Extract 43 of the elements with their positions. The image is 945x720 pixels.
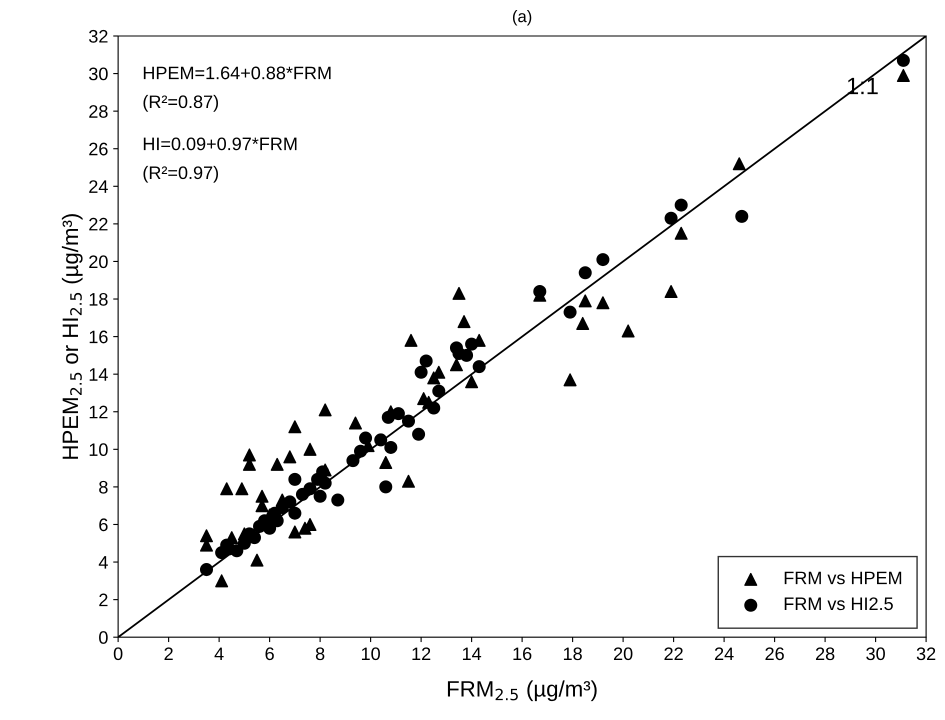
- y-axis-title: HPEM$_{2.5}$ or HI$_{2.5}$ (µg/m³): [62, 214, 83, 459]
- x-tick-label: 16: [513, 647, 532, 660]
- y-tick-label: 0: [99, 631, 108, 644]
- y-tick-label: 8: [99, 480, 108, 494]
- chart-title: (a): [512, 10, 532, 26]
- y-tick-label: 18: [90, 292, 108, 306]
- y-tick-label: 10: [90, 443, 108, 456]
- x-tick-label: 28: [816, 647, 834, 660]
- x-tick-label: 8: [316, 647, 324, 660]
- y-tick-label: 32: [89, 30, 108, 43]
- y-tick-label: 2: [99, 594, 108, 606]
- y-tick-label: 12: [90, 406, 108, 418]
- y-tick-label: 4: [98, 556, 108, 569]
- x-tick-label: 2: [164, 647, 173, 660]
- annotation: (R²=0.87): [143, 94, 218, 112]
- x-tick-label: 12: [412, 647, 430, 660]
- x-tick-label: 26: [765, 647, 784, 660]
- x-tick-label: 6: [266, 647, 274, 660]
- annotation: (R²=0.97): [143, 166, 218, 183]
- legend-label: FRM vs HPEM: [784, 572, 902, 584]
- y-tick-label: 30: [89, 68, 108, 80]
- x-tick-label: 4: [214, 648, 224, 660]
- x-tick-label: 20: [614, 647, 632, 660]
- annotation: HPEM=1.64+0.88*FRM: [144, 66, 331, 80]
- y-tick-label: 22: [89, 218, 108, 230]
- x-tick-label: 18: [564, 647, 582, 660]
- y-tick-label: 26: [89, 142, 108, 156]
- y-tick-label: 14: [90, 368, 108, 381]
- x-axis-title: FRM$_{2.5}$ (µg/m³): [448, 680, 597, 702]
- x-tick-label: 24: [714, 647, 734, 660]
- x-tick-label: 14: [462, 648, 482, 660]
- legend-label: FRM vs HI2.5: [784, 597, 893, 610]
- x-tick-label: 30: [866, 647, 885, 660]
- y-tick-label: 28: [89, 105, 108, 118]
- y-tick-label: 16: [90, 330, 108, 344]
- x-tick-label: 32: [916, 647, 936, 660]
- x-tick-label: 22: [664, 647, 683, 660]
- x-tick-label: 10: [362, 647, 380, 660]
- x-tick-label: 0: [114, 647, 122, 660]
- annotation: HI=0.09+0.97*FRM: [144, 137, 296, 150]
- y-tick-label: 24: [89, 180, 108, 193]
- y-tick-label: 20: [89, 255, 108, 268]
- y-tick-label: 6: [99, 518, 108, 532]
